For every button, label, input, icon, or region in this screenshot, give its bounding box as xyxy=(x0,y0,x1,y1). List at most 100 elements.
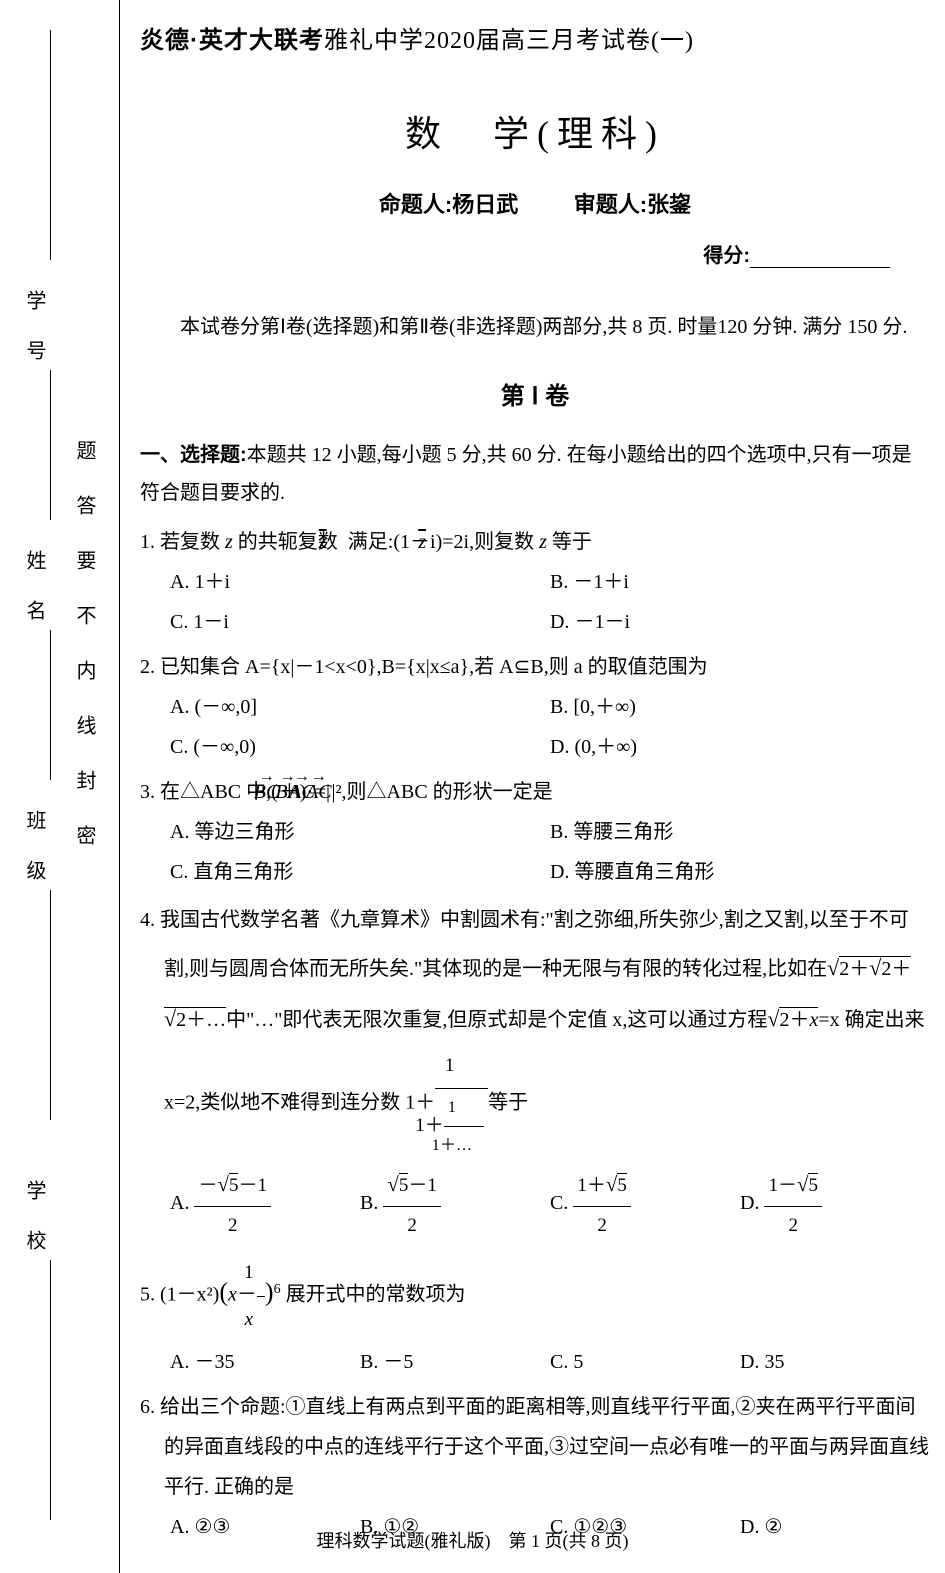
sqrt-content: 2＋x xyxy=(779,1007,818,1031)
q5-optB: B. －5 xyxy=(360,1342,550,1382)
opt-label: D. xyxy=(740,1192,764,1214)
q2-options: A. (－∞,0] B. [0,＋∞) C. (－∞,0) D. (0,＋∞) xyxy=(140,687,930,767)
q4-stem: 4. 我国古代数学名著《九章算术》中割圆术有:"割之弥细,所失弥少,割之又割,以… xyxy=(140,897,930,1164)
q4-text: 4. 我国古代数学名著《九章算术》中割圆术有:"割之弥细,所失弥少,割之又割,以… xyxy=(140,909,909,980)
section-rest: 本题共 12 小题,每小题 5 分,共 60 分. 在每小题给出的四个选项中,只… xyxy=(140,444,912,504)
q3-stem: 3. 在△ABC 中,(BC＋BA)·AC=|AC|²,则△ABC 的形状一定是 xyxy=(140,772,930,812)
q2-stem: 2. 已知集合 A={x|－1<x<0},B={x|x≤a},若 A⊆B,则 a… xyxy=(140,647,930,687)
section-1-title: 一、选择题:本题共 12 小题,每小题 5 分,共 60 分. 在每小题给出的四… xyxy=(140,436,930,512)
seal-label-1: 答 xyxy=(70,495,99,527)
score-blank[interactable] xyxy=(750,267,890,268)
paren: ( xyxy=(219,1278,228,1307)
q3-optA: A. 等边三角形 xyxy=(170,812,550,852)
binding-margin: 学 号 姓 名 班 级 学 校 题 答 要 不 内 线 封 密 xyxy=(0,0,120,1573)
q3-options: A. 等边三角形 B. 等腰三角形 C. 直角三角形 D. 等腰直角三角形 xyxy=(140,812,930,892)
q1-text: =2i,则复数 xyxy=(442,531,539,553)
q1-optD: D. －1－i xyxy=(550,602,930,642)
q1-optA: A. 1＋i xyxy=(170,562,550,602)
q1-optC: C. 1－i xyxy=(170,602,550,642)
binding-line xyxy=(50,630,51,780)
opt-label: B. xyxy=(360,1192,383,1214)
binding-label-school: 学 校 xyxy=(20,1180,49,1254)
opt-label: A. xyxy=(170,1192,194,1214)
binding-line xyxy=(50,30,51,260)
q4-text: 中"…"即代表无限次重复,但原式却是个定值 x,这可以通过方程 xyxy=(226,1009,767,1031)
outer-vertical-labels: 学 号 姓 名 班 级 学 校 xyxy=(20,0,50,1573)
continued-fraction: 11＋11＋… xyxy=(435,1044,488,1164)
question-6: 6. 给出三个命题:①直线上有两点到平面的距离相等,则直线平行平面,②夹在两平行… xyxy=(140,1387,930,1547)
binding-line xyxy=(50,1260,51,1520)
q2-optA: A. (－∞,0] xyxy=(170,687,550,727)
q5-optC: C. 5 xyxy=(550,1342,740,1382)
q4-optC: C. 1＋√52 xyxy=(550,1164,740,1245)
binding-label-name: 姓 名 xyxy=(20,550,49,624)
q4-optA: A. －√5－12 xyxy=(170,1164,360,1245)
volume-title: 第 Ⅰ 卷 xyxy=(140,376,930,411)
inner-vertical-labels: 题 答 要 不 内 线 封 密 xyxy=(70,0,100,1573)
exam-header: 炎德·英才大联考雅礼中学2020届高三月考试卷(一) xyxy=(140,20,930,55)
page-footer: 理科数学试题(雅礼版) 第 1 页(共 8 页) xyxy=(0,1527,945,1553)
seal-label-4: 内 xyxy=(70,660,99,692)
binding-line xyxy=(50,370,51,520)
q5-stem: 5. (1－x²)(x－1x)6 展开式中的常数项为 xyxy=(140,1250,930,1342)
seal-label-0: 题 xyxy=(70,440,99,472)
q4-text: 等于 xyxy=(488,1092,528,1114)
q3-optD: D. 等腰直角三角形 xyxy=(550,852,930,892)
binding-label-class: 班 级 xyxy=(20,810,49,884)
q1-text: 1. 若复数 xyxy=(140,531,225,553)
binding-line xyxy=(50,890,51,1120)
author-label: 命题人:杨日武 xyxy=(379,192,518,217)
q2-optD: D. (0,＋∞) xyxy=(550,727,930,767)
q3-text: |²,则△ABC 的形状一定是 xyxy=(332,781,553,803)
q2-optB: B. [0,＋∞) xyxy=(550,687,930,727)
q1-optB: B. －1＋i xyxy=(550,562,930,602)
page-content: 炎德·英才大联考雅礼中学2020届高三月考试卷(一) 数 学(理科) 命题人:杨… xyxy=(140,20,930,1552)
exam-title: 数 学(理科) xyxy=(140,105,930,157)
q1-text: 满足:(1－i) xyxy=(343,531,442,553)
q4-options: A. －√5－12 B. √5－12 C. 1＋√52 D. 1－√52 xyxy=(140,1164,930,1245)
q5-optD: D. 35 xyxy=(740,1342,930,1382)
question-4: 4. 我国古代数学名著《九章算术》中割圆术有:"割之弥细,所失弥少,割之又割,以… xyxy=(140,897,930,1245)
score-label: 得分: xyxy=(703,245,750,267)
seal-label-5: 线 xyxy=(70,715,99,747)
question-5: 5. (1－x²)(x－1x)6 展开式中的常数项为 A. －35 B. －5 … xyxy=(140,1250,930,1382)
seal-label-7: 密 xyxy=(70,825,99,857)
vec-AC: AC xyxy=(330,772,332,812)
q2-optC: C. (－∞,0) xyxy=(170,727,550,767)
sqrt-expr: √ xyxy=(827,955,839,980)
exam-header-rest: 雅礼中学2020届高三月考试卷(一) xyxy=(324,28,694,54)
q5-options: A. －35 B. －5 C. 5 D. 35 xyxy=(140,1342,930,1382)
q1-stem: 1. 若复数 z 的共轭复数 z 满足:(1－i)z=2i,则复数 z 等于 xyxy=(140,522,930,562)
exponent: 6 xyxy=(274,1282,281,1297)
q5-optA: A. －35 xyxy=(170,1342,360,1382)
opt-label: C. xyxy=(550,1192,573,1214)
authors-line: 命题人:杨日武 审题人:张鋆 xyxy=(140,187,930,219)
var-z: z xyxy=(539,531,547,553)
q5-text: 展开式中的常数项为 xyxy=(281,1284,466,1306)
seal-label-2: 要 xyxy=(70,550,99,582)
score-line: 得分: xyxy=(140,239,930,268)
question-1: 1. 若复数 z 的共轭复数 z 满足:(1－i)z=2i,则复数 z 等于 A… xyxy=(140,522,930,642)
instructions-text: 本试卷分第Ⅰ卷(选择题)和第Ⅱ卷(非选择题)两部分,共 8 页. 时量120 分… xyxy=(140,308,930,346)
var-z: z xyxy=(225,531,233,553)
q6-stem: 6. 给出三个命题:①直线上有两点到平面的距离相等,则直线平行平面,②夹在两平行… xyxy=(140,1387,930,1507)
q1-text: 等于 xyxy=(547,531,592,553)
q1-options: A. 1＋i B. －1＋i C. 1－i D. －1－i xyxy=(140,562,930,642)
q5-text: 5. (1－x²) xyxy=(140,1284,219,1306)
q3-optC: C. 直角三角形 xyxy=(170,852,550,892)
question-3: 3. 在△ABC 中,(BC＋BA)·AC=|AC|²,则△ABC 的形状一定是… xyxy=(140,772,930,892)
binding-label-studentno: 学 号 xyxy=(20,290,49,364)
sqrt-expr: √ xyxy=(767,1006,779,1031)
question-2: 2. 已知集合 A={x|－1<x<0},B={x|x≤a},若 A⊆B,则 a… xyxy=(140,647,930,767)
reviewer-label: 审题人:张鋆 xyxy=(574,192,691,217)
var-x: x xyxy=(228,1284,237,1306)
q4-optB: B. √5－12 xyxy=(360,1164,550,1245)
frac-1-x: 1x xyxy=(257,1250,265,1342)
seal-label-6: 封 xyxy=(70,770,99,802)
section-lead: 一、选择题: xyxy=(140,444,247,466)
seal-label-3: 不 xyxy=(70,605,99,637)
q4-optD: D. 1－√52 xyxy=(740,1164,930,1245)
q3-optB: B. 等腰三角形 xyxy=(550,812,930,852)
exam-header-bold: 炎德·英才大联考 xyxy=(140,27,324,54)
paren: ) xyxy=(265,1278,274,1307)
